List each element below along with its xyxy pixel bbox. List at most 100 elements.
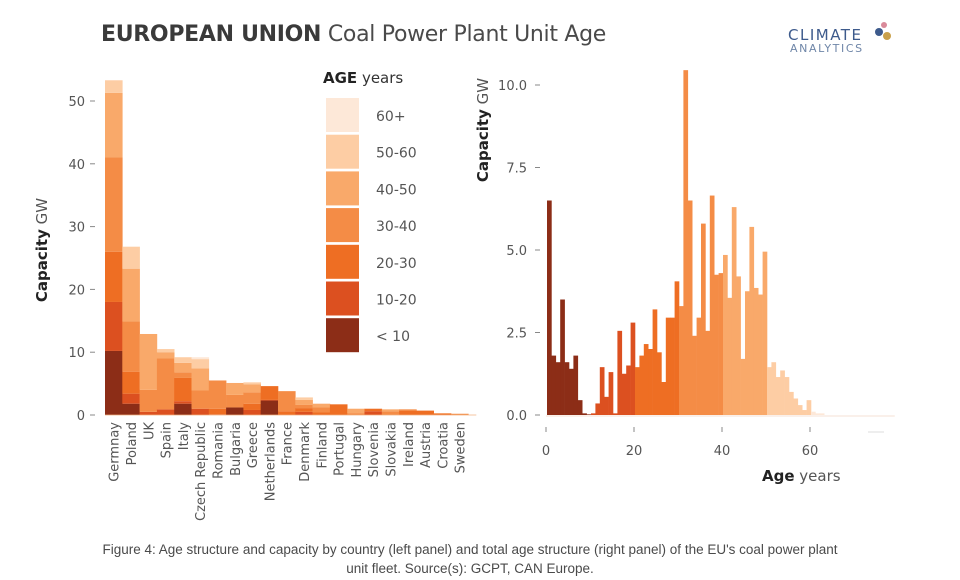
histogram-bar [683, 70, 689, 416]
bar-segment [243, 384, 261, 393]
bar-segment [174, 357, 192, 363]
y-tick-label: 2.5 [506, 327, 527, 342]
histogram-bar [749, 226, 755, 415]
histogram-bar [758, 294, 763, 415]
histogram-bar [705, 330, 711, 415]
histogram-bar [560, 299, 565, 415]
bar-segment [243, 392, 261, 404]
y-tick-label: 10 [68, 346, 85, 361]
chart-title-bold: EUROPEAN UNION [101, 22, 322, 47]
bar-segment [174, 377, 192, 402]
bar-segment [122, 403, 140, 415]
legend-swatch [326, 318, 359, 353]
histogram-bar [745, 291, 750, 415]
bar-segment [122, 268, 140, 322]
histogram-bar [639, 355, 645, 415]
bar-segment [174, 362, 192, 373]
logo-line1: CLIMATE [788, 26, 863, 44]
climate-analytics-logo: CLIMATE ANALYTICS [788, 22, 898, 60]
histogram-bar [736, 276, 741, 415]
logo-globe-icon [883, 32, 891, 40]
histogram-bar [582, 413, 587, 415]
legend-swatch [326, 98, 359, 132]
bar-segment [191, 359, 210, 369]
bar-segment [156, 409, 175, 415]
bar-segment [433, 413, 452, 415]
histogram-bar [586, 414, 592, 415]
legend-swatch [326, 171, 359, 206]
histogram-bar [692, 335, 697, 415]
histogram-bar [674, 281, 680, 415]
x-tick-label: Sweden [454, 422, 469, 473]
y-tick-label: 7.5 [506, 162, 527, 177]
bar-segment [156, 358, 175, 410]
x-tick-label: Bulgaria [229, 422, 244, 476]
bar-segment [433, 413, 452, 414]
bar-segment [139, 389, 158, 412]
histogram-bar [762, 251, 768, 415]
figure-caption: Figure 4: Age structure and capacity by … [20, 540, 920, 578]
histogram-bar [753, 287, 759, 415]
bar-segment [139, 333, 158, 390]
legend-label: 10-20 [376, 293, 417, 309]
bar-segment [260, 400, 279, 415]
histogram-bar [793, 398, 799, 415]
histogram-bar [613, 413, 618, 415]
bar-segment [191, 357, 210, 360]
y-axis-label: Capacity GW [474, 78, 492, 182]
logo-line2: ANALYTICS [790, 42, 864, 55]
histogram-bar [661, 382, 667, 415]
histogram-bar [617, 330, 623, 415]
bar-segment [451, 413, 469, 415]
bar-segment [278, 391, 296, 412]
x-tick-label: 0 [542, 444, 550, 459]
bar-segment [312, 403, 331, 408]
bar-segment [174, 403, 192, 415]
logo-globe-icon [881, 22, 887, 28]
bar-segment [139, 411, 158, 415]
legend-swatch [326, 281, 359, 316]
caption-line1: Figure 4: Age structure and capacity by … [102, 542, 838, 557]
legend-label: 20-30 [376, 256, 417, 272]
histogram-bar [573, 355, 579, 415]
bar-segment [105, 350, 123, 415]
histogram-bar [687, 200, 693, 415]
y-tick-label: 50 [68, 95, 85, 110]
histogram-bar [731, 207, 737, 415]
bar-segment [329, 404, 348, 415]
bar-segment [243, 403, 261, 410]
histogram-bar [670, 317, 675, 415]
bar-segment [295, 411, 313, 415]
bar-segment [278, 411, 296, 415]
y-tick-label: 40 [68, 158, 85, 173]
bar-segment [295, 408, 313, 412]
x-tick-label: Finland [315, 422, 330, 468]
bar-segment [105, 157, 123, 252]
age-legend: AGE years 60+ 50-60 40-50 30-40 20-30 10-20 < 1… [323, 69, 417, 353]
bar-segment [226, 382, 244, 395]
bar-segment [191, 368, 210, 391]
bar-segment [174, 372, 192, 378]
x-tick-label: Netherlands [263, 422, 278, 501]
right-panel-age-chart: 0.0 2.5 5.0 7.5 10.0 Capacity GW 0 20 40 60 Age ye… [474, 70, 895, 485]
chart-title: EUROPEAN UNION Coal Power Plant Unit Age [101, 22, 606, 47]
histogram-bar [621, 373, 627, 415]
histogram-bar [784, 377, 790, 415]
histogram-bar [604, 396, 609, 415]
bar-segment [226, 394, 244, 408]
histogram-bar [599, 367, 605, 415]
x-tick-label: Italy [177, 422, 192, 451]
x-tick-label: Portugal [333, 422, 348, 476]
x-tick-label: Slovenia [367, 422, 382, 477]
y-tick-label: 0 [77, 409, 85, 424]
x-tick-label: Greece [246, 422, 261, 468]
x-tick-label: Romania [211, 422, 226, 479]
x-tick-label: 60 [802, 444, 819, 459]
histogram-bar [679, 306, 684, 415]
bar-segment [295, 397, 313, 400]
bar-segment [105, 301, 123, 351]
legend-label: 60+ [376, 109, 406, 125]
bar-segment [295, 399, 313, 405]
bar-segment [260, 386, 279, 400]
bar-segment [347, 413, 365, 415]
